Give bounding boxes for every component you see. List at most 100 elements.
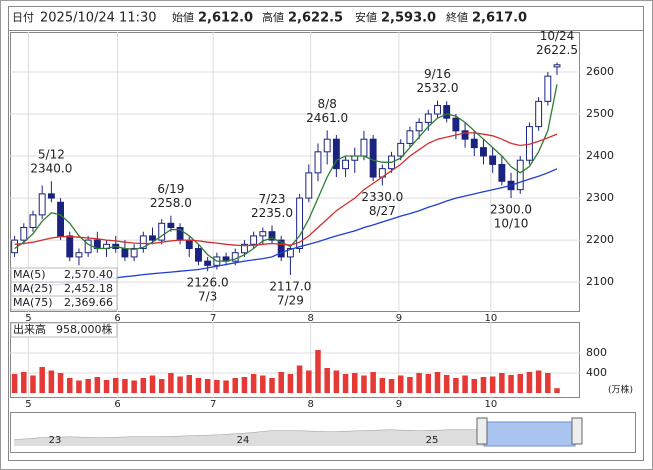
volume-bar [287, 374, 294, 393]
volume-bar [168, 373, 174, 393]
annotation-date: 8/8 [318, 97, 337, 111]
header-name: 始値 [172, 10, 194, 24]
navigator-handle[interactable] [571, 417, 583, 445]
volume-bar [545, 373, 551, 393]
volume-bar [85, 379, 91, 393]
volume-bar [397, 375, 404, 393]
legend-box [10, 295, 118, 311]
navigator-label: 23 [49, 435, 62, 446]
volume-bar [94, 377, 101, 393]
volume-bar [333, 370, 340, 393]
volume-bar [195, 378, 202, 393]
candle-body [424, 113, 432, 123]
legend-value: 2,369.66 [64, 296, 113, 309]
x-tick-label: 6 [114, 313, 120, 324]
navigator-handle[interactable] [476, 417, 488, 445]
volume-bar [462, 375, 468, 393]
candle-body [498, 163, 506, 182]
candle-body [332, 138, 340, 170]
y-tick-label: 2600 [586, 65, 614, 78]
annotation-value: 2235.0 [251, 206, 293, 220]
volume-label: 958,000株 [56, 322, 113, 336]
volume-panel [10, 322, 580, 398]
volume-bar [278, 372, 284, 393]
volume-bar [214, 380, 220, 393]
navigator-selection[interactable] [483, 421, 576, 447]
legend-name: MA(25) [13, 282, 53, 295]
y-tick-label: 2400 [586, 149, 614, 162]
volume-bar [39, 367, 45, 393]
volume-bar [407, 377, 413, 393]
volume-title: 出来高 [13, 322, 46, 336]
candle-body [443, 105, 451, 119]
volume-bar [361, 375, 367, 393]
volume-bar [57, 373, 64, 393]
volume-bar [112, 378, 119, 393]
x-tick-label: 10 [484, 399, 497, 410]
y-tick-label: 2300 [586, 191, 614, 204]
x-tick-label: 8 [307, 399, 313, 410]
volume-bar [76, 380, 82, 393]
x-tick-label: 7 [210, 313, 216, 324]
volume-bar [186, 375, 193, 393]
candle-body [415, 121, 423, 132]
volume-bar [269, 378, 275, 393]
candle-body [553, 64, 561, 68]
volume-bar [352, 373, 358, 393]
candle-body [20, 226, 28, 241]
x-tick-label: 5 [25, 399, 31, 410]
annotation-value: 2340.0 [30, 162, 72, 176]
volume-bar [30, 375, 36, 393]
x-tick-label: 9 [396, 313, 402, 324]
header-name: 高値 [262, 10, 284, 24]
candle-body [535, 100, 543, 128]
volume-bar [140, 378, 147, 393]
volume-bar [103, 380, 110, 393]
x-tick-label: 5 [25, 313, 31, 324]
y-tick-label: 2100 [586, 275, 614, 288]
candle-body [259, 231, 267, 237]
annotation-date: 8/27 [369, 204, 396, 218]
header-value: 2,622.5 [288, 11, 343, 26]
candle-body [75, 252, 83, 258]
date-label: 日付 [12, 11, 34, 24]
candle-body [66, 235, 74, 258]
header-value: 2,593.0 [381, 11, 436, 26]
volume-bar [296, 365, 303, 393]
volume-bar [260, 375, 266, 393]
candle-body [360, 138, 368, 157]
volume-bar [250, 374, 257, 393]
candle-body [434, 105, 441, 115]
navigator-label: 24 [237, 435, 250, 446]
volume-bar [306, 370, 312, 393]
volume-bar [223, 380, 229, 393]
legend-value: 2,452.18 [64, 282, 113, 295]
navigator-area [14, 430, 484, 446]
volume-bar [489, 376, 496, 393]
legend-name: MA(75) [13, 296, 53, 309]
annotation-value: 2258.0 [150, 196, 192, 210]
y-tick-label: 800 [586, 346, 607, 359]
annotation-date: 9/16 [424, 67, 451, 81]
annotation-value: 2300.0 [490, 203, 532, 217]
volume-bar [204, 379, 211, 393]
volume-bar [526, 372, 533, 393]
candle-body [489, 155, 497, 165]
legend-box [10, 322, 118, 338]
candle-body [149, 235, 156, 241]
y-tick-label: 2200 [586, 233, 614, 246]
volume-bar [416, 373, 422, 393]
x-tick-label: 8 [307, 313, 313, 324]
candle-body [167, 222, 175, 228]
volume-bar [370, 372, 376, 393]
volume-bar [48, 370, 55, 393]
x-tick-label: 9 [396, 399, 402, 410]
candle-body [47, 193, 55, 199]
candle-body [286, 248, 294, 258]
volume-bar [232, 378, 238, 393]
annotation-date: 10/10 [494, 217, 529, 231]
volume-bar [315, 350, 321, 393]
annotation-value: 2532.0 [417, 81, 459, 95]
